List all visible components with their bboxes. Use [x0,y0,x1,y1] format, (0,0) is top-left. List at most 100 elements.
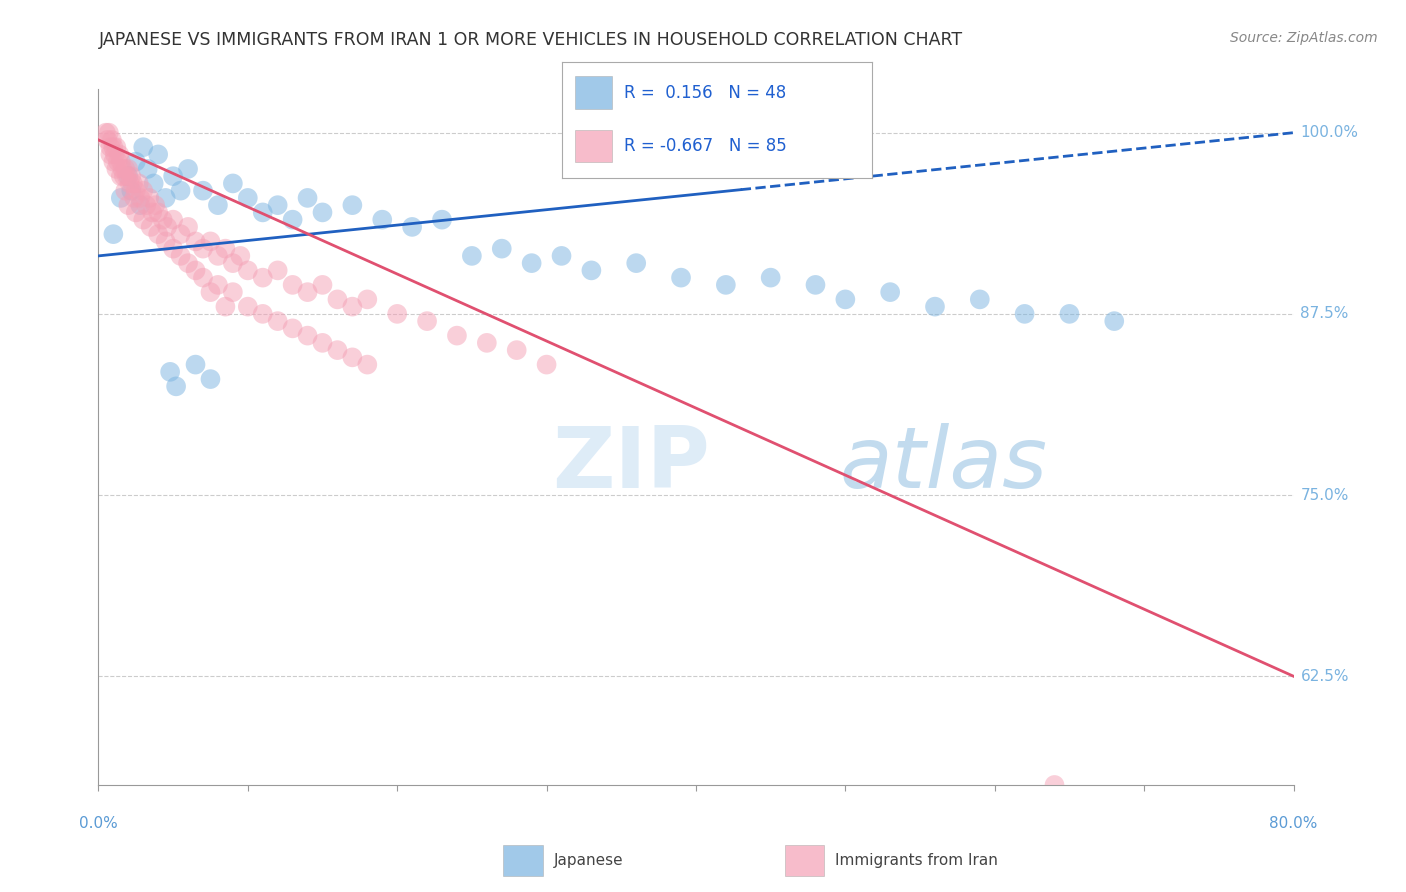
Bar [503,846,543,876]
Point [139,219,162,234]
Point [252,307,274,321]
Point [191,184,214,198]
Point [222,177,245,191]
Bar [575,77,612,109]
Point [191,242,214,256]
Point [311,205,333,219]
Point [669,270,692,285]
Bar [785,846,824,876]
Point [236,300,259,314]
Point [297,285,319,300]
Point [229,249,252,263]
Point [297,328,319,343]
Point [125,154,148,169]
Point [110,191,132,205]
Point [117,169,139,184]
Point [169,184,191,198]
Point [114,184,136,198]
Point [103,227,125,241]
Text: 62.5%: 62.5% [1301,669,1348,684]
Point [759,270,782,285]
Text: Immigrants from Iran: Immigrants from Iran [835,854,998,868]
Point [117,161,139,176]
Point [536,358,558,372]
Point [207,277,229,292]
Text: atlas: atlas [839,424,1047,507]
Point [236,263,259,277]
Point [214,242,236,256]
Point [267,198,290,212]
Point [1014,307,1036,321]
Point [184,263,207,277]
Point [96,133,118,147]
Point [162,212,184,227]
Point [118,177,141,191]
Point [969,293,991,307]
Point [281,277,304,292]
Point [177,219,200,234]
Text: Japanese: Japanese [554,854,624,868]
Point [125,205,148,219]
Text: R = -0.667   N = 85: R = -0.667 N = 85 [624,137,787,155]
Point [416,314,439,328]
Point [155,235,177,249]
Point [342,198,364,212]
Point [148,227,170,241]
Point [624,256,647,270]
Point [207,249,229,263]
Point [200,285,222,300]
Text: 80.0%: 80.0% [1270,815,1317,830]
Point [142,177,165,191]
Point [125,184,148,198]
Text: 87.5%: 87.5% [1301,306,1348,321]
Point [114,161,136,176]
Point [121,177,143,191]
Point [120,169,142,184]
Point [120,184,142,198]
Point [169,249,191,263]
Point [326,343,349,358]
Point [107,154,129,169]
Point [110,154,132,169]
Point [152,212,174,227]
Point [94,126,117,140]
Point [115,169,138,184]
Point [141,205,163,219]
Point [138,191,160,205]
Point [148,205,170,219]
Point [184,235,207,249]
Point [311,335,333,350]
Point [177,161,200,176]
Point [371,212,394,227]
Point [1102,314,1125,328]
Point [169,227,191,241]
Point [281,212,304,227]
Point [879,285,901,300]
Point [520,256,543,270]
Text: 75.0%: 75.0% [1301,488,1348,502]
Point [222,256,245,270]
Point [200,235,222,249]
Point [112,169,135,184]
Point [491,242,513,256]
Point [1043,778,1066,792]
Point [475,335,498,350]
Point [461,249,484,263]
Text: JAPANESE VS IMMIGRANTS FROM IRAN 1 OR MORE VEHICLES IN HOUSEHOLD CORRELATION CHA: JAPANESE VS IMMIGRANTS FROM IRAN 1 OR MO… [98,31,963,49]
Point [132,184,155,198]
Point [162,169,184,184]
Point [177,256,200,270]
Point [236,191,259,205]
Point [326,293,349,307]
Text: ZIP: ZIP [553,424,710,507]
Point [129,191,152,205]
Point [252,270,274,285]
Point [401,219,423,234]
Point [506,343,529,358]
Point [267,263,290,277]
Point [135,198,157,212]
Point [834,293,856,307]
Point [924,300,946,314]
Point [267,314,290,328]
Point [297,191,319,205]
